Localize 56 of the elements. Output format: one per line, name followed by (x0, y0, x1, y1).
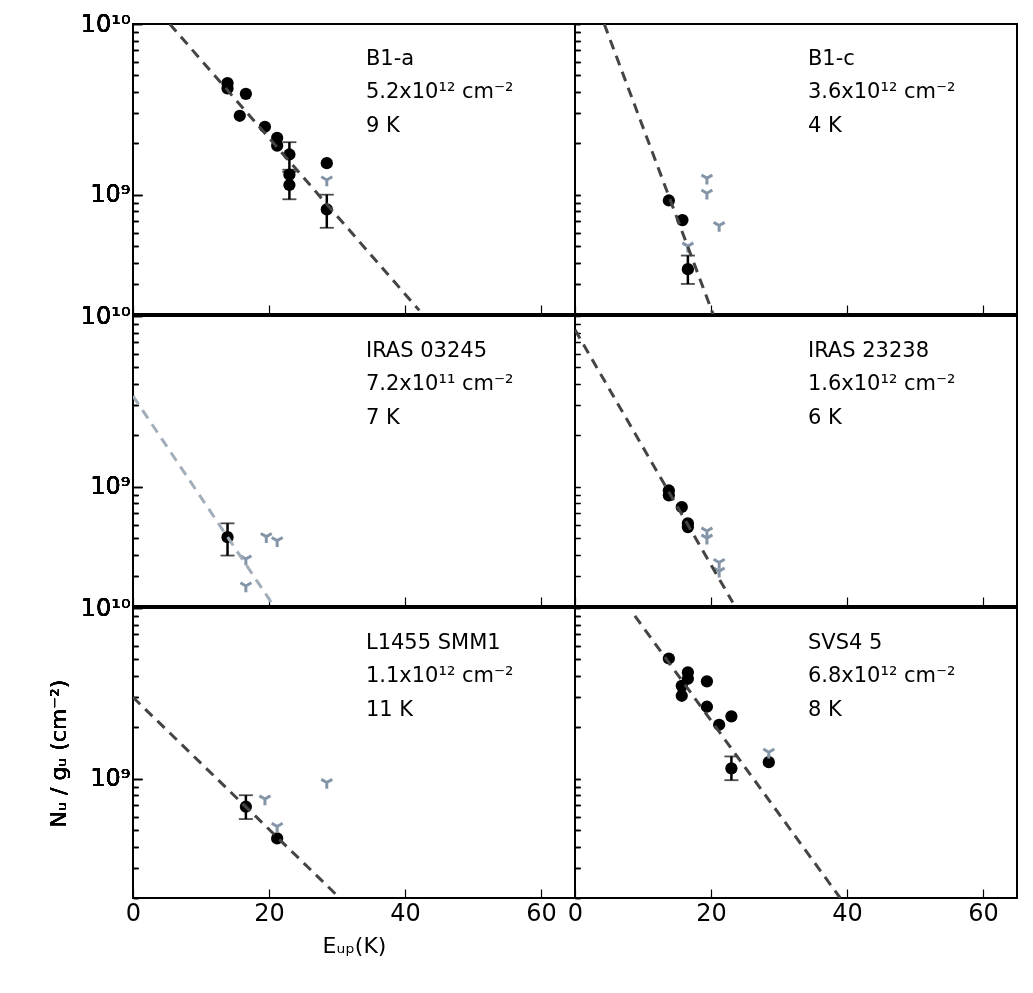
y-tick-label: 10⁹ (90, 764, 131, 793)
x-tick-label: 20 (254, 898, 285, 927)
annotation: B1-c (807, 45, 855, 70)
point (319, 175, 334, 188)
annotation: 6 K (807, 404, 843, 429)
annotation: 8 K (807, 696, 843, 721)
x-tick-label: 60 (526, 898, 557, 927)
y-tick-label: 10¹⁰ (80, 593, 131, 622)
x-tick-label: 40 (832, 898, 863, 927)
annotation: 1.1x10¹² cm⁻² (365, 663, 514, 688)
y-tick-label: 10⁹ (90, 472, 131, 501)
annotation: 1.6x10¹² cm⁻² (807, 371, 956, 396)
point (699, 188, 714, 202)
point (259, 531, 274, 545)
y-axis-title: Nᵤ / gᵤ (cm⁻²) (45, 679, 71, 828)
annotation: IRAS 23238 (807, 337, 930, 362)
annotation: 11 K (365, 696, 415, 721)
point (238, 581, 253, 594)
annotation: 6.8x10¹² cm⁻² (807, 663, 956, 688)
point (283, 178, 296, 192)
annotation: B1-a (365, 45, 415, 70)
point (725, 710, 738, 723)
annotation: SVS4 5 (807, 629, 883, 654)
point (712, 557, 727, 571)
y-tick-label: 10¹⁰ (80, 9, 131, 38)
x-tick-label: 40 (390, 898, 421, 927)
point (233, 109, 246, 122)
annotation: 5.2x10¹² cm⁻² (365, 79, 514, 104)
point (270, 535, 285, 549)
y-tick-label: 10¹⁰ (80, 301, 131, 330)
point (699, 533, 714, 546)
annotation: IRAS 03245 (365, 337, 488, 362)
point (681, 263, 694, 276)
annotation: 3.6x10¹² cm⁻² (807, 79, 956, 104)
annotation: L1455 SMM1 (365, 629, 501, 654)
point (762, 756, 775, 769)
point (761, 747, 776, 760)
point (712, 566, 727, 579)
y-tick-label: 10⁹ (90, 180, 131, 209)
x-tick-label: 20 (696, 898, 727, 927)
annotation: 4 K (807, 112, 843, 137)
x-tick-label: 0 (567, 898, 584, 927)
point (700, 675, 714, 688)
annotation: 7.2x10¹¹ cm⁻² (365, 371, 514, 396)
point (712, 220, 727, 234)
point (725, 762, 738, 775)
point (699, 173, 714, 186)
point (700, 700, 714, 713)
point (239, 87, 252, 100)
annotation: 7 K (365, 404, 401, 429)
point (699, 526, 714, 539)
annotation: 9 K (365, 112, 401, 137)
x-tick-label: 60 (968, 898, 999, 927)
x-tick-label: 0 (125, 898, 142, 927)
x-axis-title: Eᵤₚ(K) (322, 932, 387, 958)
point (320, 157, 333, 170)
